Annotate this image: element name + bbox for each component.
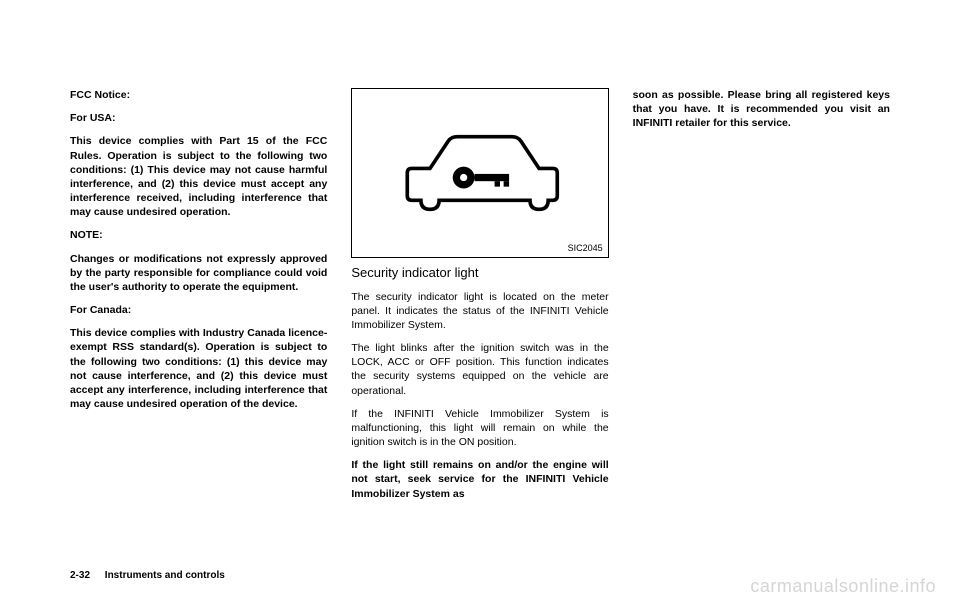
page-number: 2-32	[70, 570, 90, 581]
section-heading: Security indicator light	[351, 264, 608, 282]
for-canada-label: For Canada:	[70, 303, 327, 317]
column-3: soon as possible. Please bring all regis…	[633, 88, 890, 571]
column-1: FCC Notice: For USA: This device complie…	[70, 88, 327, 571]
figure-code: SIC2045	[568, 242, 603, 254]
col3-p1: soon as possible. Please bring all regis…	[633, 88, 890, 131]
watermark: carmanualsonline.info	[750, 576, 936, 597]
figure-box: SIC2045	[351, 88, 608, 258]
page-footer: 2-32 Instruments and controls	[70, 570, 225, 581]
column-2: SIC2045 Security indicator light The sec…	[351, 88, 608, 571]
car-key-icon	[385, 123, 575, 223]
usa-text: This device complies with Part 15 of the…	[70, 134, 327, 219]
col2-p1: The security indicator light is located …	[351, 290, 608, 333]
note-text: Changes or modifications not expressly a…	[70, 252, 327, 295]
col2-p4: If the light still remains on and/or the…	[351, 458, 608, 501]
col2-p2: The light blinks after the ignition swit…	[351, 341, 608, 398]
canada-text: This device complies with Industry Canad…	[70, 326, 327, 411]
page-content: FCC Notice: For USA: This device complie…	[0, 0, 960, 611]
col2-p3: If the INFINITI Vehicle Immobilizer Syst…	[351, 407, 608, 450]
for-usa-label: For USA:	[70, 111, 327, 125]
section-name: Instruments and controls	[105, 570, 225, 581]
fcc-notice-label: FCC Notice:	[70, 88, 327, 102]
note-label: NOTE:	[70, 228, 327, 242]
